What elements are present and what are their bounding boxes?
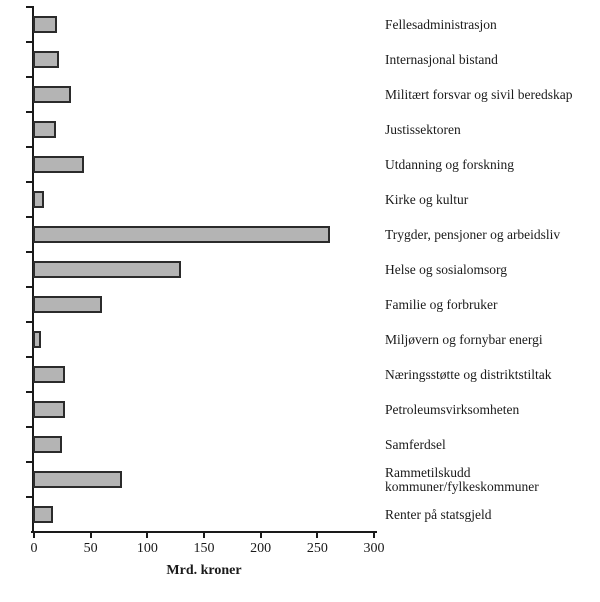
y-tick [26, 391, 33, 393]
category-label: Helse og sosialomsorg [385, 261, 507, 277]
x-tick [33, 532, 35, 538]
category-label: Familie og forbruker [385, 296, 498, 312]
category-label: Næringsstøtte og distriktstiltak [385, 366, 552, 382]
x-tick-label: 100 [136, 541, 158, 556]
y-tick [26, 41, 33, 43]
category-label: Kirke og kultur [385, 191, 469, 207]
bar-10 [33, 366, 65, 383]
y-tick [26, 356, 33, 358]
x-tick [89, 532, 92, 538]
category-label: Renter på statsgjeld [385, 506, 492, 522]
y-tick [26, 251, 33, 253]
x-tick-label: 200 [250, 541, 272, 556]
x-tick [373, 532, 375, 538]
bar-4 [33, 156, 84, 173]
category-label: Samferdsel [385, 436, 446, 452]
y-tick [26, 6, 33, 8]
y-tick [26, 181, 33, 183]
x-tick [316, 532, 319, 538]
bar-13 [33, 471, 123, 488]
y-tick [26, 76, 33, 78]
x-tick [146, 532, 149, 538]
y-tick [26, 426, 33, 428]
category-label: Militært forsvar og sivil beredskap [385, 86, 573, 102]
x-tick-label: 250 [306, 541, 328, 556]
category-label: Utdanning og forskning [385, 156, 514, 172]
y-tick [26, 146, 33, 148]
bar-11 [33, 401, 65, 418]
category-label: Petroleumsvirksomheten [385, 401, 520, 417]
x-tick-label: 150 [193, 541, 215, 556]
bar-3 [33, 121, 56, 138]
x-tick [203, 532, 205, 538]
bar-0 [33, 16, 57, 33]
bar-9 [33, 331, 41, 348]
bar-1 [33, 51, 59, 68]
x-tick-label: 300 [363, 541, 385, 556]
y-tick [26, 286, 33, 288]
category-label: Rammetilskudd kommuner/fylkeskommuner [385, 464, 539, 494]
category-label: Fellesadministrasjon [385, 16, 497, 32]
x-tick [259, 532, 262, 538]
category-label: Internasjonal bistand [385, 51, 498, 67]
y-tick [26, 496, 33, 498]
y-tick [26, 321, 33, 323]
category-label: Trygder, pensjoner og arbeidsliv [385, 226, 561, 242]
category-label: Justissektoren [385, 121, 461, 137]
bar-5 [33, 191, 45, 208]
bar-8 [33, 296, 102, 313]
bar-14 [33, 506, 54, 523]
bar-2 [33, 86, 72, 103]
bar-6 [33, 226, 330, 243]
x-tick-label: 50 [83, 541, 98, 556]
bar-7 [33, 261, 182, 278]
y-tick [26, 216, 33, 218]
x-tick-label: 0 [30, 541, 38, 556]
y-tick [26, 111, 33, 113]
y-tick [26, 461, 33, 463]
x-axis-title: Mrd. kroner [166, 563, 242, 578]
category-label: Miljøvern og fornybar energi [385, 331, 543, 347]
bar-12 [33, 436, 63, 453]
